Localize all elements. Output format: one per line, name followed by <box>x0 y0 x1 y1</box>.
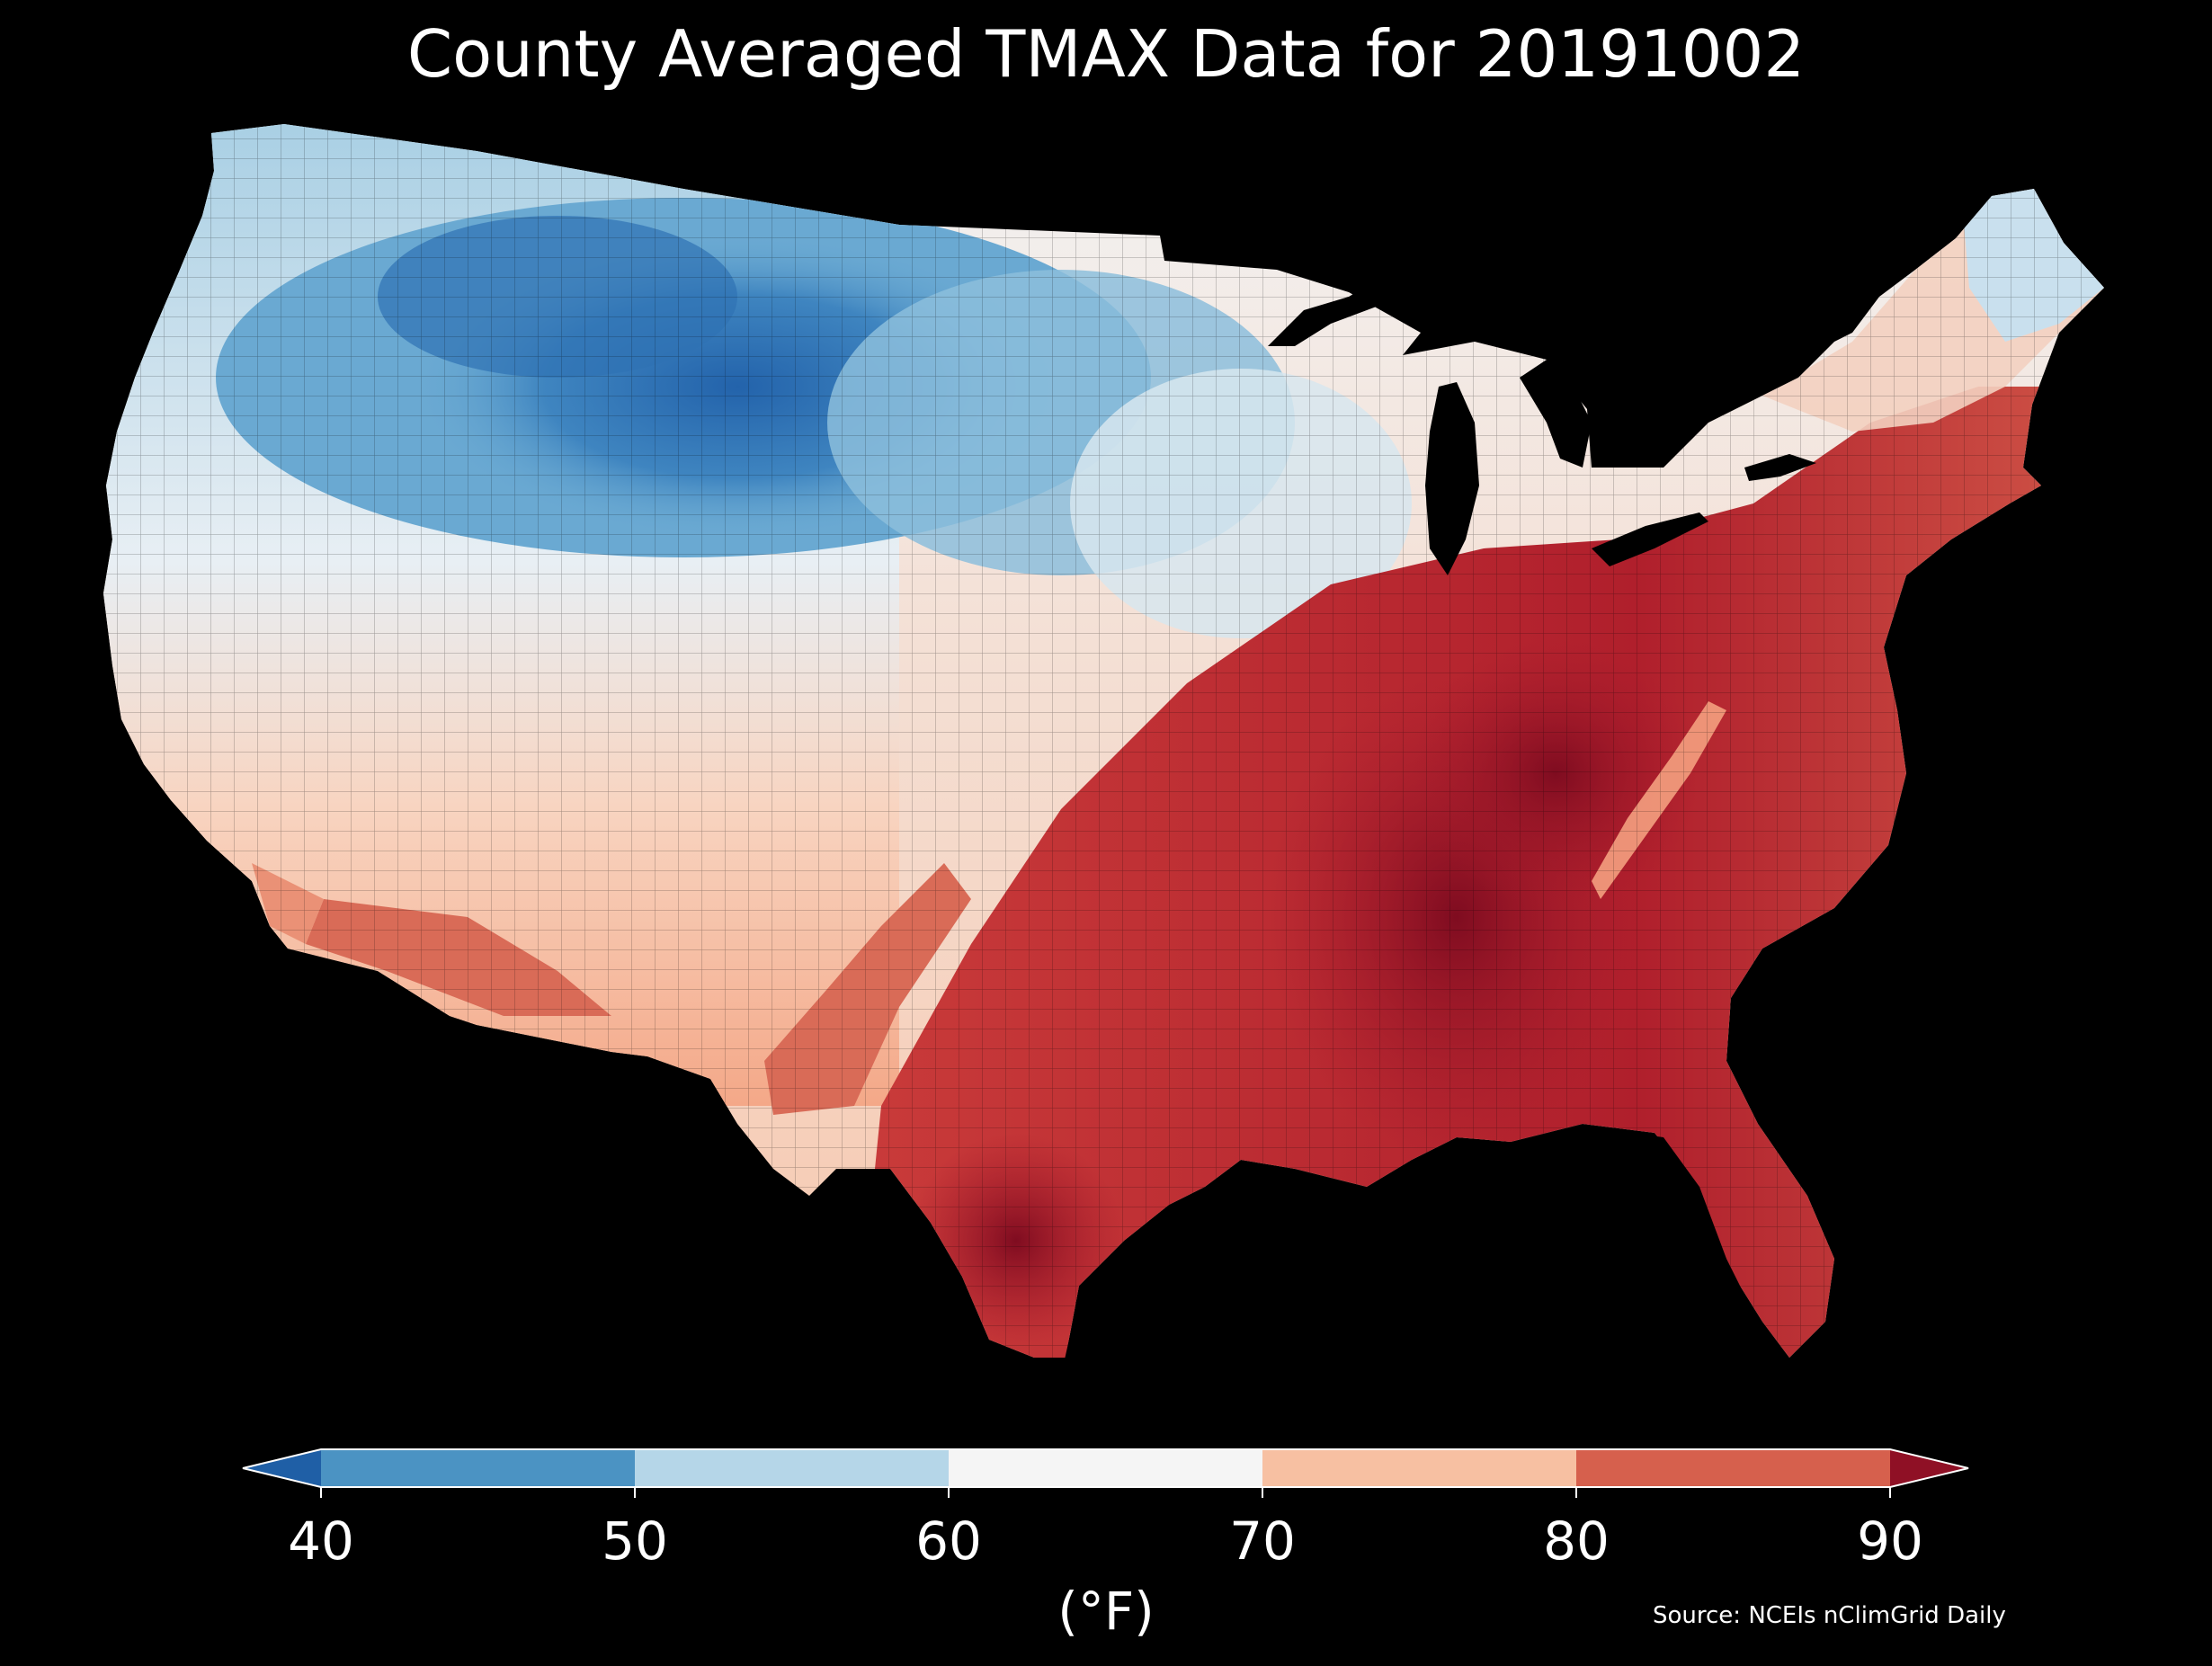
colorbar-bin-80-90 <box>1576 1449 1890 1487</box>
colorbar-bin-50-60 <box>635 1449 949 1487</box>
lake-michigan <box>1425 382 1479 575</box>
source-note: Source: NCEIs nClimGrid Daily <box>1653 1602 2006 1629</box>
colorbar-tick-label: 80 <box>1543 1510 1610 1572</box>
lake-superior <box>1268 281 1403 346</box>
lake-ontario <box>1744 454 1816 481</box>
colorbar-tick-label: 40 <box>288 1510 354 1572</box>
colorbar-tick-label: 90 <box>1857 1510 1923 1572</box>
colorbar-extend-high <box>1890 1449 1968 1487</box>
gulf-of-mexico <box>1061 1128 1789 1376</box>
map-title: County Averaged TMAX Data for 20191002 <box>406 16 1806 92</box>
colorbar-bin-70-80 <box>1262 1449 1576 1487</box>
colorbar-unit-label: (°F) <box>1057 1581 1155 1642</box>
colorbar-bin-40-50 <box>321 1449 635 1487</box>
lake-erie <box>1592 512 1708 566</box>
colorbar-bin-60-70 <box>949 1449 1262 1487</box>
lake-huron <box>1520 360 1592 468</box>
great-lakes <box>1268 281 1816 575</box>
colorbar-tick-label: 70 <box>1229 1510 1296 1572</box>
colorbar-tick-label: 50 <box>602 1510 668 1572</box>
colorbar-tick-label: 60 <box>915 1510 982 1572</box>
colorbar-extend-low <box>243 1449 321 1487</box>
